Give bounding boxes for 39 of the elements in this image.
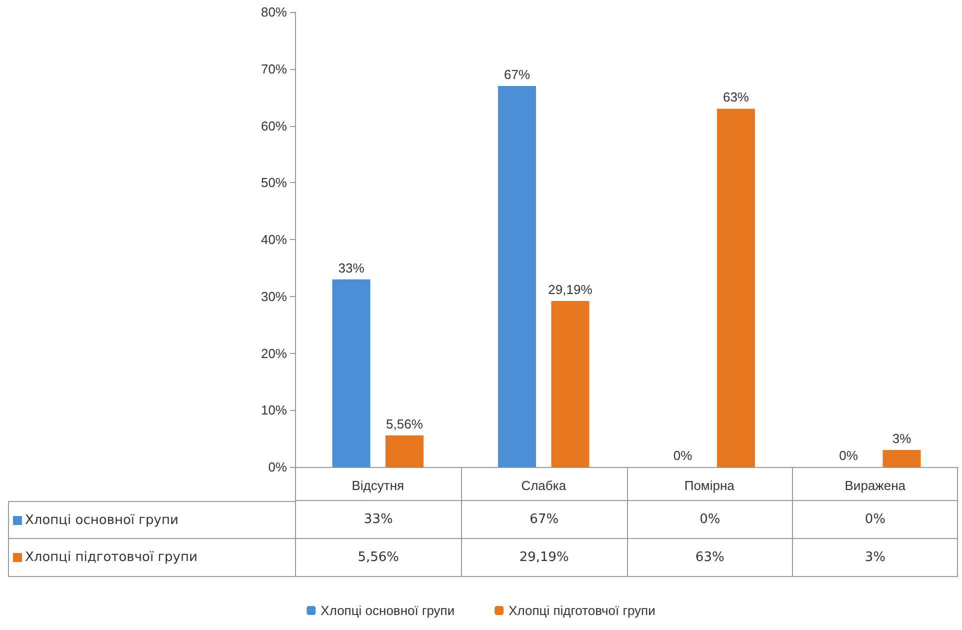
bar bbox=[882, 450, 921, 467]
bar bbox=[385, 435, 424, 467]
y-tick-label: 0% bbox=[268, 460, 288, 474]
y-tick-label: 80% bbox=[260, 4, 288, 20]
data-label: 29,19% bbox=[460, 539, 626, 577]
legend-label: Хлопці основної групи bbox=[320, 603, 455, 618]
data-label: 3% bbox=[792, 539, 958, 577]
text: 5,56% bbox=[386, 416, 423, 432]
bar bbox=[716, 108, 755, 467]
x-tick-label: Слабка bbox=[521, 478, 567, 493]
text: 33% bbox=[338, 260, 364, 276]
y-tick-label: 40% bbox=[260, 232, 288, 247]
x-tick-label: Виражена bbox=[844, 478, 906, 493]
data-label: 0% bbox=[626, 501, 792, 539]
y-tick-label: 20% bbox=[260, 346, 288, 361]
y-tick-label: 10% bbox=[260, 402, 288, 418]
text: 3% bbox=[892, 430, 912, 446]
data-label: 33% bbox=[295, 501, 461, 539]
bar bbox=[551, 300, 590, 467]
data-label: 0% bbox=[792, 501, 958, 539]
bar bbox=[332, 279, 370, 467]
legend-label: Хлопці підготовчої групи bbox=[508, 603, 656, 618]
text: 0% bbox=[673, 448, 692, 463]
bar bbox=[498, 86, 536, 467]
text: Хлопці підготовчої групи bbox=[25, 550, 198, 565]
y-tick-label: 30% bbox=[260, 288, 288, 304]
text: 29,19% bbox=[548, 282, 592, 297]
data-label: 5,56% bbox=[295, 539, 461, 577]
x-tick-label: Помірна bbox=[684, 478, 736, 493]
data-label: 67% bbox=[460, 501, 626, 539]
y-tick-label: 70% bbox=[260, 61, 288, 76]
text: 63% bbox=[722, 90, 749, 105]
data-label: 63% bbox=[626, 539, 792, 577]
text: Хлопці основної групи bbox=[25, 512, 178, 528]
y-tick-label: 50% bbox=[260, 175, 288, 190]
text: 0% bbox=[839, 448, 858, 463]
y-tick-label: 60% bbox=[260, 118, 288, 134]
x-tick-label: Відсутня bbox=[352, 478, 404, 493]
text: 67% bbox=[504, 66, 530, 82]
